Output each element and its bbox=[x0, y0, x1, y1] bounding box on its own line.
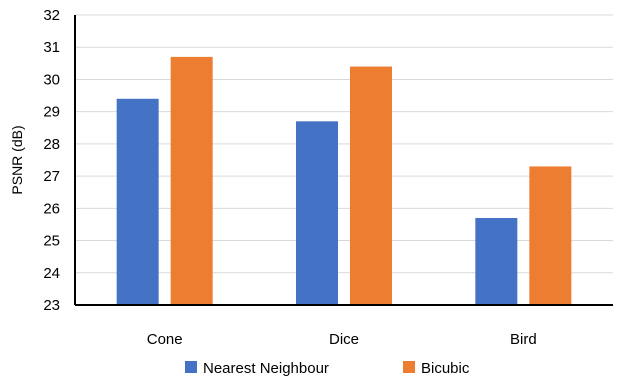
y-tick-label: 23 bbox=[43, 297, 60, 314]
bar bbox=[170, 56, 213, 306]
y-tick-label: 30 bbox=[43, 71, 60, 88]
bars bbox=[116, 56, 572, 306]
legend: Nearest Neighbour Bicubic bbox=[185, 360, 470, 377]
y-tick-label: 29 bbox=[43, 104, 60, 121]
bar bbox=[116, 98, 159, 306]
y-tick-label: 32 bbox=[43, 7, 60, 24]
x-tick-label: Bird bbox=[510, 331, 537, 348]
y-tick-label: 26 bbox=[43, 200, 60, 217]
y-tick-label: 24 bbox=[43, 265, 60, 282]
bar bbox=[296, 121, 338, 305]
legend-label: Bicubic bbox=[421, 360, 470, 377]
legend-swatch bbox=[185, 361, 197, 373]
bar bbox=[475, 218, 518, 305]
x-tick-labels: Cone Dice Bird bbox=[147, 331, 537, 348]
y-tick-label: 27 bbox=[43, 168, 60, 185]
x-tick-label: Cone bbox=[147, 331, 183, 348]
y-axis-title: PSNR (dB) bbox=[9, 125, 25, 194]
y-tick-label: 31 bbox=[43, 39, 60, 56]
bar bbox=[529, 166, 572, 305]
bar bbox=[350, 66, 392, 305]
x-tick-label: Dice bbox=[329, 331, 359, 348]
y-tick-labels: 23 24 25 26 27 28 29 30 31 32 bbox=[43, 7, 60, 314]
legend-swatch bbox=[403, 361, 415, 373]
y-tick-label: 25 bbox=[43, 233, 60, 250]
legend-label: Nearest Neighbour bbox=[203, 360, 329, 377]
gridlines bbox=[75, 14, 613, 274]
y-tick-label: 28 bbox=[43, 136, 60, 153]
